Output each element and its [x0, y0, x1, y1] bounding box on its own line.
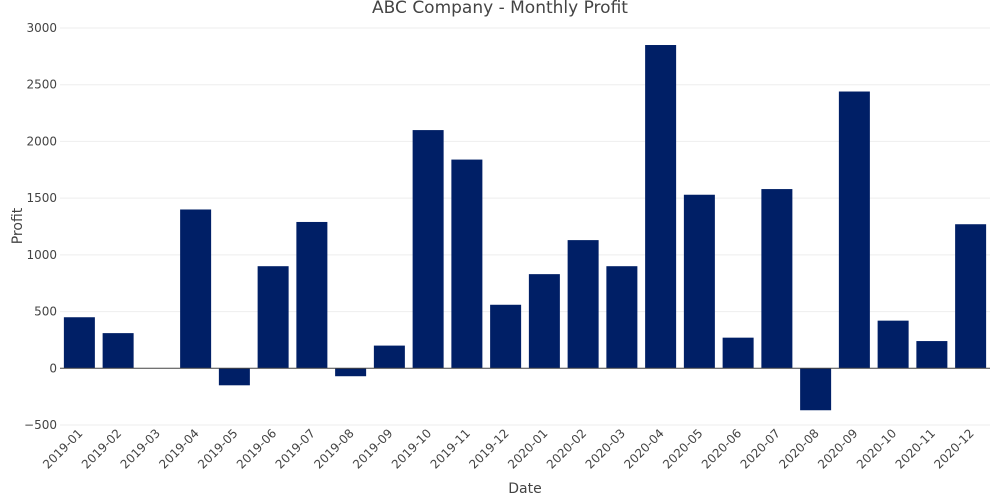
- bar-2020-03[interactable]: [606, 266, 638, 369]
- bar-2019-05[interactable]: [218, 368, 250, 386]
- x-tick-label: 2019-08: [311, 426, 356, 471]
- x-tick-label: 2019-05: [195, 426, 240, 471]
- bar-2019-08[interactable]: [335, 368, 367, 377]
- y-tick-label: 0: [49, 361, 57, 375]
- bar-2020-05[interactable]: [683, 194, 715, 369]
- x-tick-label: 2020-08: [776, 426, 821, 471]
- x-tick-label: 2019-07: [273, 426, 318, 471]
- x-tick-label: 2020-03: [583, 426, 628, 471]
- x-tick-label: 2020-06: [699, 426, 744, 471]
- chart-title: ABC Company - Monthly Profit: [372, 0, 628, 18]
- x-tick-label: 2019-04: [156, 426, 201, 471]
- bar-2019-02[interactable]: [102, 333, 134, 369]
- y-tick-label: 1000: [26, 248, 57, 262]
- x-tick-label: 2020-11: [893, 426, 938, 471]
- x-tick-label: 2019-06: [234, 426, 279, 471]
- x-tick-label: 2019-12: [466, 426, 511, 471]
- x-tick-label: 2019-11: [428, 426, 473, 471]
- y-tick-label: 2500: [26, 78, 57, 92]
- x-tick-label: 2020-02: [544, 426, 589, 471]
- y-tick-labels: −500 0 500 1000 1500 2000 2500 3000: [24, 21, 57, 432]
- y-tick-label: 500: [34, 305, 57, 319]
- x-tick-label: 2020-07: [738, 426, 783, 471]
- x-tick-label: 2020-01: [505, 426, 550, 471]
- x-tick-label: 2019-09: [350, 426, 395, 471]
- x-tick-label: 2020-04: [621, 426, 666, 471]
- bar-2020-01[interactable]: [528, 274, 560, 369]
- bar-2019-01[interactable]: [63, 317, 95, 369]
- bar-2020-11[interactable]: [916, 341, 948, 369]
- bar-2019-06[interactable]: [257, 266, 289, 369]
- x-tick-label: 2019-10: [389, 426, 434, 471]
- bar-2019-11[interactable]: [451, 159, 483, 369]
- bar-2020-12[interactable]: [955, 224, 987, 369]
- x-tick-labels: 2019-012019-022019-032019-042019-052019-…: [40, 426, 977, 471]
- x-tick-label: 2019-03: [118, 426, 163, 471]
- y-tick-label: 1500: [26, 191, 57, 205]
- bar-2020-08[interactable]: [800, 368, 832, 411]
- bar-2019-09[interactable]: [373, 345, 405, 369]
- bar-2020-02[interactable]: [567, 240, 599, 369]
- bar-2019-07[interactable]: [296, 221, 328, 369]
- bar-2020-09[interactable]: [838, 91, 870, 369]
- y-tick-label: 3000: [26, 21, 57, 35]
- bar-2020-06[interactable]: [722, 337, 754, 369]
- bar-2019-12[interactable]: [490, 304, 522, 369]
- x-axis-title: Date: [508, 481, 541, 497]
- x-tick-label: 2019-02: [79, 426, 124, 471]
- bar-2019-10[interactable]: [412, 130, 444, 369]
- bars-layer: [63, 45, 987, 411]
- bar-2020-10[interactable]: [877, 320, 909, 369]
- x-tick-label: 2020-05: [660, 426, 705, 471]
- y-axis-title: Profit: [10, 207, 26, 244]
- grid-layer: [60, 27, 990, 426]
- bar-2019-04[interactable]: [180, 209, 212, 369]
- x-tick-label: 2020-12: [931, 426, 976, 471]
- y-tick-label: 2000: [26, 134, 57, 148]
- x-tick-label: 2019-01: [40, 426, 85, 471]
- y-tick-label: −500: [24, 418, 57, 432]
- bar-2020-04[interactable]: [645, 45, 677, 369]
- x-tick-label: 2020-09: [815, 426, 860, 471]
- x-tick-label: 2020-10: [854, 426, 899, 471]
- bar-2020-07[interactable]: [761, 189, 793, 369]
